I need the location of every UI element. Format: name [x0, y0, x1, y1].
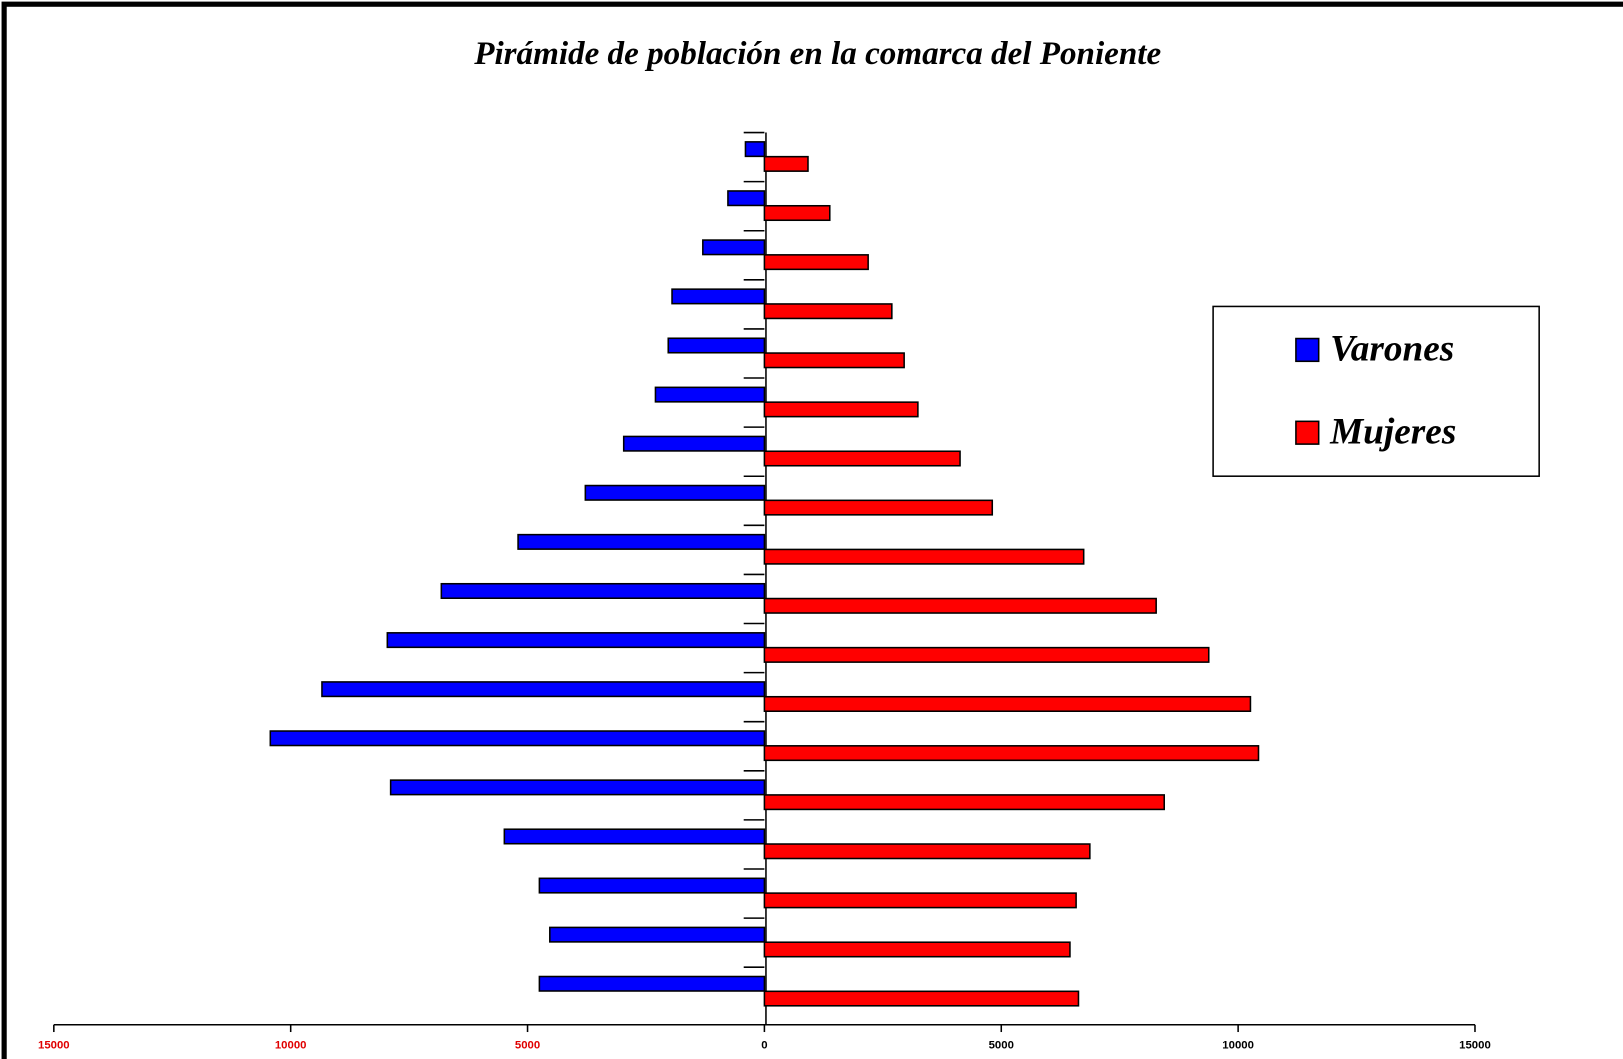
- bar: [671, 288, 766, 305]
- bar: [763, 548, 1085, 565]
- bar: [549, 926, 766, 943]
- bar: [763, 892, 1077, 909]
- bar: [538, 975, 766, 992]
- bar: [763, 794, 1166, 811]
- bar: [763, 597, 1157, 614]
- bar: [584, 484, 766, 501]
- bar: [389, 779, 766, 796]
- bar: [763, 204, 831, 222]
- bar: [654, 386, 766, 403]
- bar: [763, 401, 919, 418]
- bar: [503, 828, 766, 845]
- x-tick-label: 10000: [1222, 1039, 1254, 1051]
- legend-box: [1212, 305, 1540, 477]
- legend-swatch: [1295, 337, 1320, 363]
- bar: [321, 681, 766, 698]
- bar: [763, 990, 1080, 1007]
- legend-swatch: [1295, 420, 1320, 445]
- bar: [763, 155, 809, 172]
- bar: [763, 941, 1071, 958]
- x-tick-label: 10000: [275, 1039, 307, 1051]
- bar: [622, 435, 766, 452]
- bar: [763, 745, 1260, 762]
- x-tick-label: 5000: [515, 1039, 540, 1051]
- bar: [763, 254, 869, 271]
- x-tick-label: 0: [761, 1039, 767, 1051]
- bar: [727, 190, 766, 207]
- bar: [269, 730, 766, 747]
- legend-label: Mujeres: [1329, 411, 1456, 452]
- bar: [763, 499, 994, 516]
- bar: [440, 582, 766, 600]
- bar: [386, 632, 766, 649]
- bar: [763, 646, 1210, 663]
- bar: [517, 533, 766, 550]
- x-tick-label: 15000: [38, 1039, 70, 1051]
- bar: [667, 337, 766, 354]
- bar: [763, 695, 1252, 712]
- chart-title: Pirámide de población en la comarca del …: [473, 35, 1161, 72]
- x-tick-label: 15000: [1459, 1039, 1491, 1051]
- x-tick-label: 5000: [989, 1039, 1014, 1051]
- bar: [763, 352, 905, 369]
- bar: [763, 843, 1091, 860]
- legend-label: Varones: [1330, 329, 1454, 370]
- bar: [744, 141, 766, 158]
- bar: [538, 877, 766, 894]
- bar: [763, 450, 961, 467]
- bar: [702, 239, 766, 256]
- bar: [763, 303, 893, 320]
